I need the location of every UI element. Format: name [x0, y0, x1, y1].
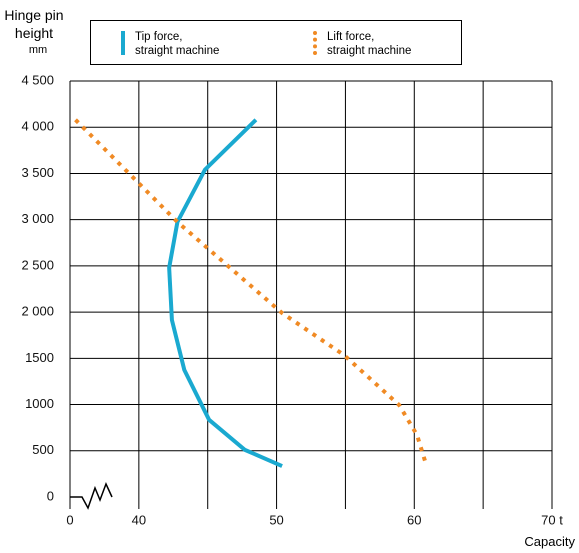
- y-tick-label: 0: [47, 488, 54, 503]
- y-tick-label: 1500: [25, 350, 54, 365]
- legend-label: Lift force, straight machine: [327, 31, 412, 57]
- x-axis-title: Capacity: [524, 534, 575, 549]
- x-tick-label: 0: [66, 512, 73, 527]
- legend-entry: Tip force, straight machine: [121, 30, 219, 58]
- x-tick-label: 60: [407, 512, 421, 527]
- legend-swatch: [121, 31, 125, 55]
- x-tick-label: 50: [269, 512, 283, 527]
- y-tick-label: 3 500: [21, 165, 54, 180]
- y-tick-label: 2 500: [21, 257, 54, 272]
- axis-break: [70, 482, 113, 510]
- x-tick-label: 70 t: [541, 512, 563, 527]
- y-tick-label: 4 500: [21, 72, 54, 87]
- legend-swatch: [313, 31, 317, 55]
- line: [74, 118, 428, 463]
- y-axis-title: Hinge pin height: [4, 7, 64, 41]
- y-tick-label: 4 000: [21, 119, 54, 134]
- legend: Tip force, straight machine Lift force, s…: [90, 20, 462, 65]
- y-tick-label: 500: [32, 442, 54, 457]
- y-tick-label: 3 000: [21, 211, 54, 226]
- legend-entry: Lift force, straight machine: [313, 30, 411, 58]
- y-tick-label: 1000: [25, 396, 54, 411]
- legend-label: Tip force, straight machine: [135, 31, 220, 57]
- line: [167, 118, 283, 468]
- y-axis-unit: mm: [28, 44, 48, 56]
- y-tick-label: 2 000: [21, 304, 54, 319]
- x-tick-label: 40: [132, 512, 146, 527]
